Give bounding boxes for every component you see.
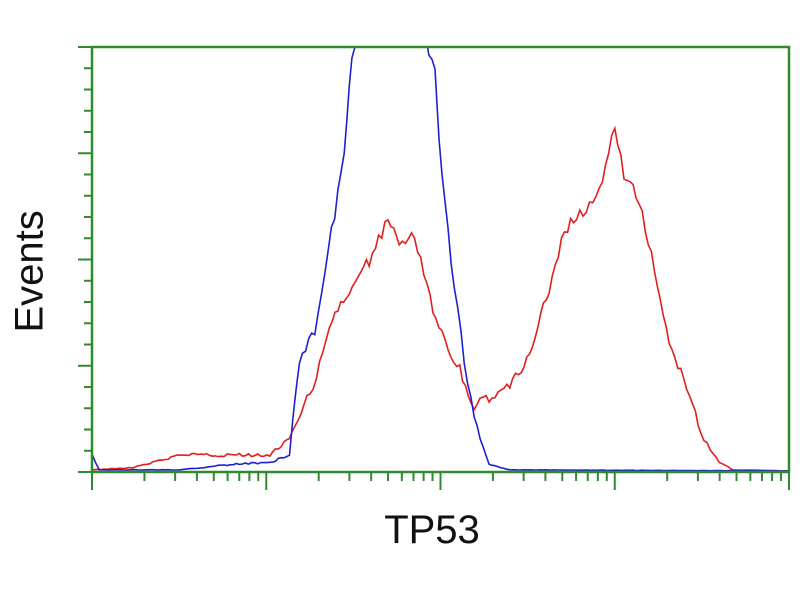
plot-frame (90, 45, 791, 474)
series-red-line (92, 125, 789, 472)
series-blue-line (92, 47, 789, 472)
y-axis-label: Events (7, 210, 52, 333)
x-axis-label: TP53 (384, 508, 480, 552)
